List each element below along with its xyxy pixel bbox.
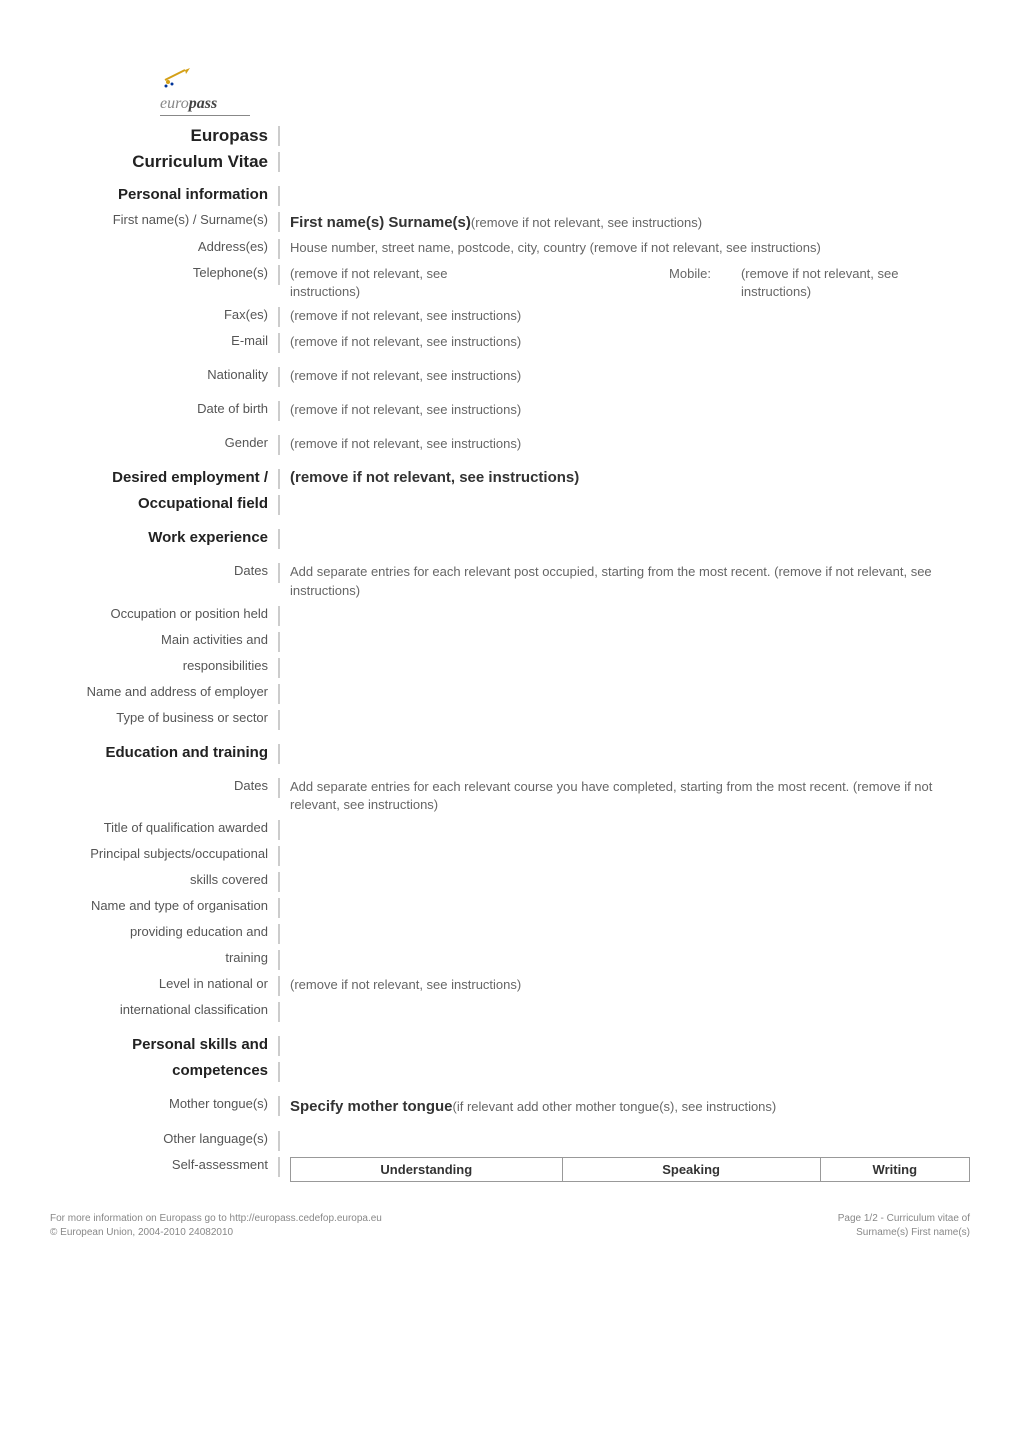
subjects-label-l1: Principal subjects/occupational (50, 846, 280, 866)
doc-title-l2: Curriculum Vitae (50, 152, 280, 172)
desired-value: (remove if not relevant, see instruction… (280, 469, 970, 486)
skills-header-l2: competences (50, 1062, 280, 1082)
edu-dates-label: Dates (50, 778, 280, 798)
desired-label-l2: Occupational field (50, 495, 280, 515)
occupation-label: Occupation or position held (50, 606, 280, 626)
doc-title-l1: Europass (50, 126, 280, 146)
brand-pass: pass (189, 95, 217, 112)
edu-dates-value: Add separate entries for each relevant c… (280, 778, 970, 814)
email-value: (remove if not relevant, see instruction… (280, 333, 970, 351)
qualification-label: Title of qualification awarded (50, 820, 280, 840)
org-label-l3: training (50, 950, 280, 970)
brand-name: europass (160, 95, 970, 113)
th-speaking: Speaking (562, 1158, 820, 1182)
footer-surname: Surname(s) First name(s) (838, 1226, 970, 1240)
main-label-l2: responsibilities (50, 658, 280, 678)
education-header: Education and training (50, 744, 280, 764)
skills-header-l1: Personal skills and (50, 1036, 280, 1056)
assessment-table: Understanding Speaking Writing (290, 1157, 970, 1182)
business-type-label: Type of business or sector (50, 710, 280, 730)
address-value: House number, street name, postcode, cit… (280, 239, 970, 257)
level-value: (remove if not relevant, see instruction… (280, 976, 970, 994)
level-label-l2: international classification (50, 1002, 280, 1022)
mobile-value: (remove if not relevant, see instruction… (741, 265, 970, 301)
personal-header: Personal information (50, 186, 280, 206)
telephone-label: Telephone(s) (50, 265, 280, 285)
org-label-l1: Name and type of organisation (50, 898, 280, 918)
telephone-value: (remove if not relevant, see instruction… (290, 265, 519, 301)
dob-value: (remove if not relevant, see instruction… (280, 401, 970, 419)
th-understanding: Understanding (291, 1158, 563, 1182)
table-row: Understanding Speaking Writing (291, 1158, 970, 1182)
self-assessment-label: Self-assessment (50, 1157, 280, 1177)
footer-copyright: © European Union, 2004-2010 24082010 (50, 1226, 382, 1240)
mother-tongue-bold: Specify mother tongue (290, 1096, 453, 1117)
name-value-bold: First name(s) Surname(s) (290, 212, 471, 233)
gender-label: Gender (50, 435, 280, 455)
nationality-value: (remove if not relevant, see instruction… (280, 367, 970, 385)
logo-star-icon (160, 60, 970, 95)
subjects-label-l2: skills covered (50, 872, 280, 892)
employer-label: Name and address of employer (50, 684, 280, 704)
fax-label: Fax(es) (50, 307, 280, 327)
name-label: First name(s) / Surname(s) (50, 212, 280, 232)
nationality-label: Nationality (50, 367, 280, 387)
main-label-l1: Main activities and (50, 632, 280, 652)
level-label-l1: Level in national or (50, 976, 280, 996)
footer-info-link: For more information on Europass go to h… (50, 1212, 382, 1226)
mobile-label: Mobile: (669, 265, 711, 283)
europass-logo: europass (160, 60, 970, 116)
other-lang-label: Other language(s) (50, 1131, 280, 1151)
name-value: First name(s) Surname(s) (remove if not … (280, 212, 970, 233)
th-writing: Writing (820, 1158, 969, 1182)
desired-label-l1: Desired employment / (50, 469, 280, 489)
email-label: E-mail (50, 333, 280, 353)
mother-tongue-hint: (if relevant add other mother tongue(s),… (453, 1098, 777, 1116)
address-label: Address(es) (50, 239, 280, 259)
brand-euro: euro (160, 95, 189, 112)
name-value-hint: (remove if not relevant, see instruction… (471, 214, 702, 232)
mother-tongue-value: Specify mother tongue (if relevant add o… (280, 1096, 970, 1117)
page-footer: For more information on Europass go to h… (50, 1212, 970, 1240)
dob-label: Date of birth (50, 401, 280, 421)
org-label-l2: providing education and (50, 924, 280, 944)
footer-page-number: Page 1/2 - Curriculum vitae of (838, 1212, 970, 1226)
fax-value: (remove if not relevant, see instruction… (280, 307, 970, 325)
work-dates-label: Dates (50, 563, 280, 583)
mother-tongue-label: Mother tongue(s) (50, 1096, 280, 1116)
work-header: Work experience (50, 529, 280, 549)
gender-value: (remove if not relevant, see instruction… (280, 435, 970, 453)
work-dates-value: Add separate entries for each relevant p… (280, 563, 970, 599)
